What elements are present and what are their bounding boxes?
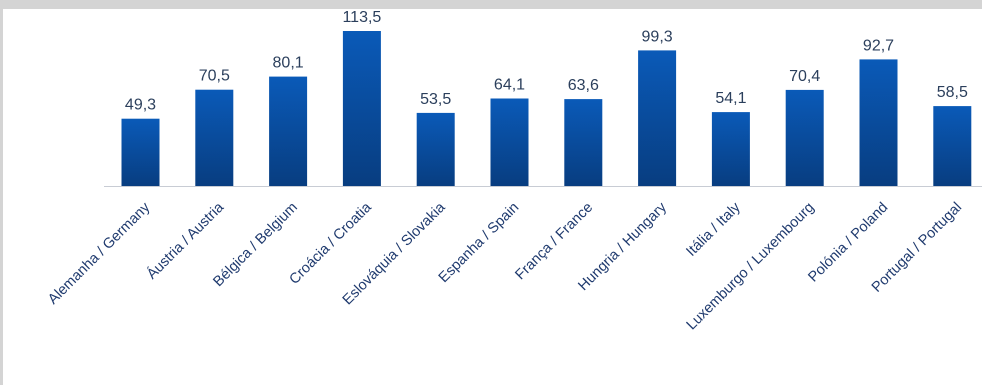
data-label: 64,1 [494,77,525,94]
bar [564,99,603,186]
x-tick-label: Alemanha / Germany [45,199,154,308]
data-labels: 49,3 70,5 80,1 113,5 53,5 64,1 63,6 99,3 54,1 70,… [125,9,968,114]
x-tick-label: Itália / Italy [683,199,744,260]
bar [859,59,898,186]
x-tick-label: Luxemburgo / Luxembourg [684,200,818,334]
data-label: 54,1 [715,90,746,107]
bar [416,112,455,186]
x-tick-label: Polónia / Poland [805,200,891,286]
data-label: 70,4 [789,68,820,85]
x-tick-label: França / France [512,200,596,284]
data-label: 99,3 [642,28,673,45]
bar [785,89,824,186]
data-label: 70,5 [199,68,230,85]
data-label: 53,5 [420,91,451,108]
bar [342,31,381,186]
bar [269,76,308,186]
data-label: 80,1 [273,55,304,72]
bar [933,106,972,186]
bar [638,50,677,187]
data-label: 49,3 [125,97,156,114]
bar [711,112,750,186]
data-label: 113,5 [342,9,381,26]
x-tick-label: Espanha / Spain [436,200,523,287]
top-border [0,0,982,9]
data-label: 92,7 [863,37,894,54]
data-label: 58,5 [937,84,968,101]
bar [490,98,529,186]
x-tick-label: Áustria / Austria [143,198,227,282]
left-border [0,0,3,385]
bar-series [121,31,972,187]
bar [121,118,160,186]
bar [195,89,234,186]
data-label: 63,6 [568,77,599,94]
